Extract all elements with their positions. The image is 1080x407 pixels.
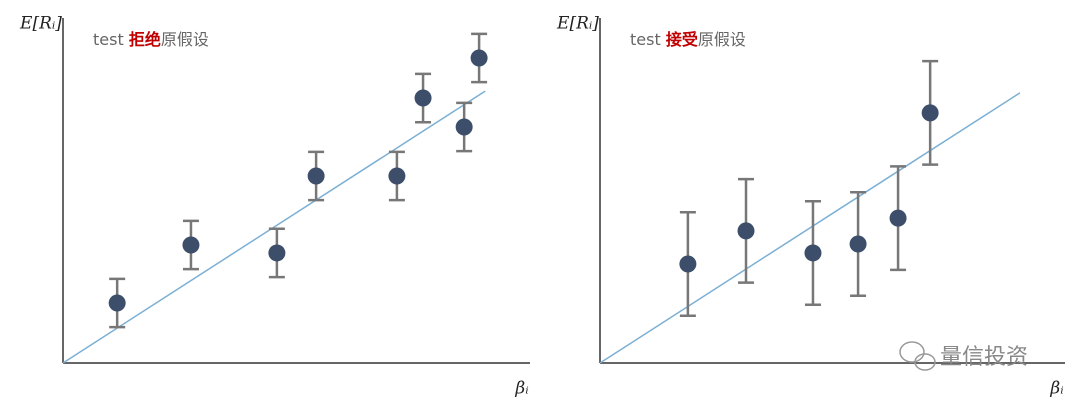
title-part: 接受 (666, 30, 698, 49)
point (470, 49, 488, 67)
point (849, 235, 867, 253)
chart-title: test 拒绝原假设 (93, 30, 209, 49)
point (889, 209, 907, 227)
point (108, 294, 126, 312)
title-part: test (630, 30, 666, 49)
point (307, 167, 325, 185)
title-part: test (93, 30, 129, 49)
point (268, 244, 286, 262)
watermark-icon (899, 341, 936, 371)
y-axis-label: E[Rᵢ] (556, 14, 599, 34)
point (182, 236, 200, 254)
title-part: 拒绝 (129, 30, 161, 49)
point (804, 244, 822, 262)
fit-line (599, 92, 1021, 364)
point (679, 255, 697, 273)
title-part: 原假设 (161, 30, 209, 49)
y-axis-label: E[Rᵢ] (19, 14, 62, 34)
panel: E[Rᵢ] βᵢ test 接受原假设 (556, 14, 1065, 399)
title-part: 原假设 (698, 30, 746, 49)
x-axis-label: βᵢ (514, 379, 528, 399)
watermark: 量信投资 (940, 345, 1028, 370)
point (921, 104, 939, 122)
fit-line (62, 90, 486, 364)
point (737, 222, 755, 240)
point (414, 89, 432, 107)
point (388, 167, 406, 185)
chart-title: test 接受原假设 (630, 30, 746, 49)
panel: E[Rᵢ] βᵢ test 拒绝原假设 (19, 14, 530, 399)
x-axis-label: βᵢ (1049, 379, 1063, 399)
point (455, 118, 473, 136)
